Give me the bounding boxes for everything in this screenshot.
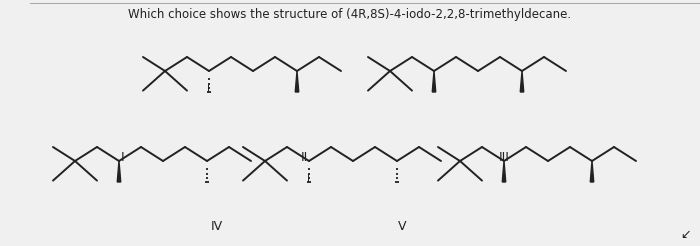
Text: I: I <box>503 174 505 184</box>
Text: Which choice shows the structure of (4R,8S)-4-iodo-2,2,8-trimethyldecane.: Which choice shows the structure of (4R,… <box>128 8 572 21</box>
Polygon shape <box>118 161 120 182</box>
Polygon shape <box>295 71 299 92</box>
Text: I: I <box>307 174 311 184</box>
Polygon shape <box>433 71 435 92</box>
Text: I: I <box>207 84 211 94</box>
Text: I: I <box>120 151 125 164</box>
Text: II: II <box>301 151 308 164</box>
Text: V: V <box>398 220 407 233</box>
Text: I: I <box>433 84 435 94</box>
Polygon shape <box>503 161 505 182</box>
Text: ↙: ↙ <box>680 228 690 241</box>
Polygon shape <box>590 161 594 182</box>
Polygon shape <box>520 71 524 92</box>
Text: IV: IV <box>211 220 223 233</box>
Text: I: I <box>118 174 120 184</box>
Text: III: III <box>498 151 510 164</box>
